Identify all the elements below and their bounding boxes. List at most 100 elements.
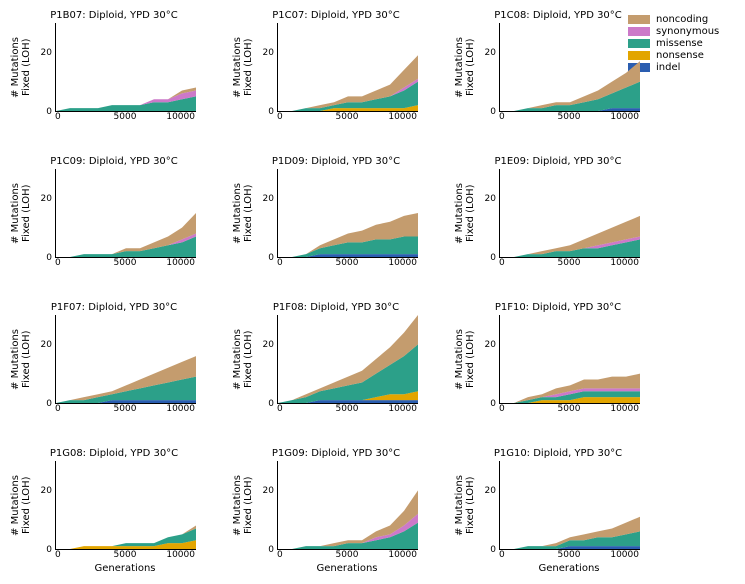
yticks: 020 bbox=[34, 24, 55, 112]
xtick-label: 5000 bbox=[114, 404, 137, 414]
ytick-label: 0 bbox=[490, 107, 496, 117]
yticks: 020 bbox=[478, 24, 499, 112]
xtick-label: 0 bbox=[277, 112, 283, 122]
panel-P1B07: P1B07: Diploid, YPD 30°C# MutationsFixed… bbox=[10, 10, 218, 136]
yticks: 020 bbox=[34, 316, 55, 404]
ylabel: # MutationsFixed (LOH) bbox=[232, 329, 254, 390]
xtick-label: 10000 bbox=[610, 550, 639, 560]
plot-area bbox=[277, 461, 418, 550]
xtick-label: 10000 bbox=[610, 258, 639, 268]
ytick-label: 20 bbox=[485, 340, 496, 350]
panel-P1C09: P1C09: Diploid, YPD 30°C# MutationsFixed… bbox=[10, 156, 218, 282]
ytick-label: 0 bbox=[268, 545, 274, 555]
xtick-label: 0 bbox=[499, 258, 505, 268]
ylabel: # MutationsFixed (LOH) bbox=[454, 183, 476, 244]
xlabel: Generations bbox=[499, 563, 639, 574]
panel-P1C07: P1C07: Diploid, YPD 30°C # MutationsFixed… bbox=[232, 10, 440, 136]
ytick-label: 0 bbox=[490, 399, 496, 409]
ytick-label: 0 bbox=[490, 253, 496, 263]
xtick-label: 0 bbox=[499, 112, 505, 122]
yticks: 020 bbox=[478, 462, 499, 550]
panel-P1E09: P1E09: Diploid, YPD 30°C# MutationsFixed… bbox=[454, 156, 662, 282]
ytick-label: 20 bbox=[41, 48, 52, 58]
xtick-label: 10000 bbox=[166, 404, 195, 414]
panel-title: P1G09: Diploid, YPD 30°C bbox=[232, 448, 440, 459]
xticks: 0 5000 10000 bbox=[277, 112, 417, 124]
ytick-label: 0 bbox=[46, 107, 52, 117]
xlabel: Generations bbox=[277, 563, 417, 574]
yticks: 020 bbox=[256, 316, 277, 404]
xticks: 0 5000 10000 bbox=[55, 404, 195, 416]
xtick-label: 10000 bbox=[388, 258, 417, 268]
xtick-label: 0 bbox=[55, 404, 61, 414]
ytick-label: 20 bbox=[41, 486, 52, 496]
ylabel: # MutationsFixed (LOH) bbox=[454, 475, 476, 536]
yticks: 020 bbox=[478, 170, 499, 258]
ytick-label: 0 bbox=[268, 253, 274, 263]
xtick-label: 0 bbox=[277, 550, 283, 560]
yticks: 020 bbox=[256, 170, 277, 258]
xtick-label: 10000 bbox=[388, 550, 417, 560]
plot-area bbox=[277, 315, 418, 404]
xtick-label: 5000 bbox=[114, 550, 137, 560]
panel-P1G08: P1G08: Diploid, YPD 30°C# MutationsFixed… bbox=[10, 448, 218, 574]
legend-label: missense bbox=[656, 38, 703, 49]
xtick-label: 0 bbox=[499, 404, 505, 414]
panel-title: P1F07: Diploid, YPD 30°C bbox=[10, 302, 218, 313]
panel-title: P1C08: Diploid, YPD 30°C bbox=[454, 10, 662, 21]
xtick-label: 0 bbox=[55, 258, 61, 268]
xtick-label: 0 bbox=[277, 258, 283, 268]
panel-P1C08: P1C08: Diploid, YPD 30°C# MutationsFixed… bbox=[454, 10, 662, 136]
xticks: 0500010000 bbox=[277, 550, 417, 562]
panel-title: P1C07: Diploid, YPD 30°C bbox=[232, 10, 440, 21]
ytick-label: 0 bbox=[46, 399, 52, 409]
ytick-label: 20 bbox=[263, 48, 274, 58]
xtick-label: 10000 bbox=[166, 112, 195, 122]
xtick-label: 5000 bbox=[558, 112, 581, 122]
xtick-label: 10000 bbox=[166, 550, 195, 560]
ytick-label: 0 bbox=[46, 545, 52, 555]
xtick-label: 5000 bbox=[336, 112, 359, 122]
panel-title: P1G10: Diploid, YPD 30°C bbox=[454, 448, 662, 459]
xtick-label: 10000 bbox=[388, 112, 417, 122]
ytick-label: 0 bbox=[268, 399, 274, 409]
ytick-label: 20 bbox=[263, 340, 274, 350]
ylabel: # MutationsFixed (LOH) bbox=[232, 475, 254, 536]
xtick-label: 0 bbox=[55, 550, 61, 560]
yticks: 020 bbox=[478, 316, 499, 404]
ylabel: # MutationsFixed (LOH) bbox=[232, 183, 254, 244]
panel-P1G10: P1G10: Diploid, YPD 30°C # MutationsFixed… bbox=[454, 448, 662, 574]
yticks: 020 bbox=[256, 462, 277, 550]
legend-label: noncoding bbox=[656, 14, 708, 25]
ytick-label: 20 bbox=[41, 340, 52, 350]
xticks: 0500010000 bbox=[277, 258, 417, 270]
xtick-label: 5000 bbox=[558, 404, 581, 414]
xticks: 0 5000 10000 bbox=[499, 112, 639, 124]
panel-P1F10: P1F10: Diploid, YPD 30°C# MutationsFixed… bbox=[454, 302, 662, 428]
legend-label: synonymous bbox=[656, 26, 719, 37]
ytick-label: 20 bbox=[485, 48, 496, 58]
xtick-label: 10000 bbox=[388, 404, 417, 414]
panel-grid: P1B07: Diploid, YPD 30°C# MutationsFixed… bbox=[10, 10, 620, 574]
xticks: 0 5000 10000 bbox=[55, 550, 195, 562]
ytick-label: 20 bbox=[263, 486, 274, 496]
panel-P1F07: P1F07: Diploid, YPD 30°C # MutationsFixed… bbox=[10, 302, 218, 428]
ytick-label: 0 bbox=[490, 545, 496, 555]
ytick-label: 20 bbox=[263, 194, 274, 204]
xticks: 0500010000 bbox=[499, 550, 639, 562]
ylabel: # MutationsFixed (LOH) bbox=[232, 37, 254, 98]
ylabel: # MutationsFixed (LOH) bbox=[10, 329, 32, 390]
ylabel: # MutationsFixed (LOH) bbox=[10, 37, 32, 98]
xtick-label: 0 bbox=[277, 404, 283, 414]
ytick-label: 20 bbox=[485, 194, 496, 204]
plot-area bbox=[499, 169, 640, 258]
panel-title: P1F08: Diploid, YPD 30°C bbox=[232, 302, 440, 313]
xtick-label: 10000 bbox=[610, 112, 639, 122]
ytick-label: 20 bbox=[41, 194, 52, 204]
plot-area bbox=[277, 23, 418, 112]
plot-area bbox=[55, 23, 196, 112]
xticks: 0500010000 bbox=[55, 258, 195, 270]
panel-title: P1C09: Diploid, YPD 30°C bbox=[10, 156, 218, 167]
xticks: 0500010000 bbox=[499, 258, 639, 270]
legend-label: nonsense bbox=[656, 50, 704, 61]
